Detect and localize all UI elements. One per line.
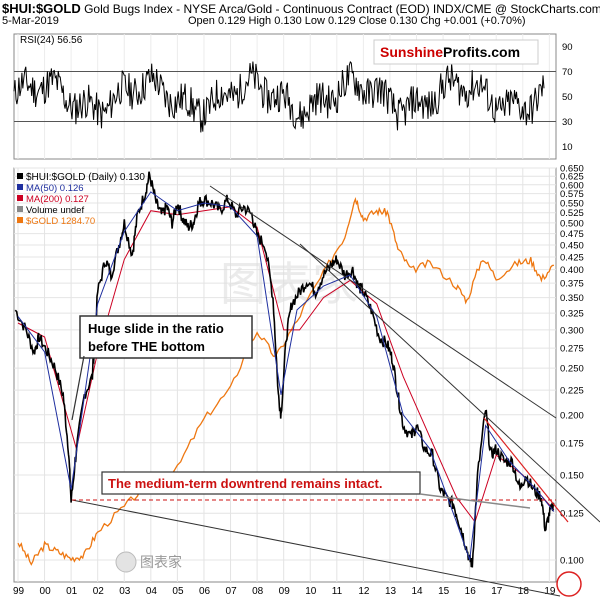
legend-ma200: MA(200) 0.127	[26, 194, 89, 205]
x-tick-label: 08	[252, 586, 264, 597]
ohlc-readout: Open 0.129 High 0.130 Low 0.129 Close 0.…	[188, 15, 526, 27]
x-tick-label: 19	[544, 586, 556, 597]
rsi-line	[13, 61, 545, 133]
y-tick-label: 0.275	[560, 344, 584, 355]
y-tick-label: 0.150	[560, 471, 584, 482]
rsi-tick-label: 30	[562, 117, 573, 128]
legend-symbol-swatch	[17, 173, 23, 179]
annotation-huge-slide-box	[79, 315, 253, 359]
annotation-downtrend: The medium-term downtrend remains intact…	[101, 471, 531, 509]
annotation-downtrend-text: The medium-term downtrend remains intact…	[108, 476, 383, 491]
chart-header: $HUI:$GOLD Gold Bugs Index - NYSE Arca/G…	[0, 0, 600, 30]
chart-legend: $HUI:$GOLD (Daily) 0.130 MA(50) 0.126 MA…	[17, 172, 145, 227]
y-tick-label: 0.600	[560, 180, 584, 191]
x-tick-label: 03	[119, 586, 131, 597]
y-tick-label: 0.325	[560, 309, 584, 320]
rsi-legend: RSI(24) 56.56	[20, 35, 83, 46]
y-tick-label: 0.575	[560, 189, 584, 200]
watermark-badge: 图表家	[115, 551, 182, 573]
x-axis-ticks: 99 00 01 02 03 04 05 06 07 08 09 10 11 12 13 14 15 16 17 18…	[13, 586, 556, 597]
y-axis-ticks: 0.6500.6250.6000.5750.5500.5250.5000.475…	[560, 164, 584, 567]
y-tick-label: 0.175	[560, 438, 584, 449]
annotation-huge-slide-line2: before THE bottom	[88, 339, 205, 354]
y-tick-label: 0.425	[560, 252, 584, 263]
legend-symbol: $HUI:$GOLD (Daily) 0.130	[26, 172, 145, 183]
brand-logo: SunshineProfits.com	[380, 44, 520, 60]
x-tick-label: 02	[93, 586, 105, 597]
x-tick-label: 15	[438, 586, 450, 597]
gold-series-line	[17, 197, 554, 566]
legend-ma50: MA(50) 0.126	[26, 183, 84, 194]
x-tick-label: 13	[385, 586, 397, 597]
x-tick-label: 16	[465, 586, 477, 597]
x-tick-label: 05	[172, 586, 184, 597]
trendline-middle	[299, 243, 600, 523]
brand-part2: Profits.com	[443, 44, 520, 60]
y-tick-label: 0.625	[560, 172, 584, 183]
trendline-lower	[71, 499, 561, 597]
x-tick-label: 11	[332, 586, 343, 597]
ma50-line	[17, 191, 555, 561]
y-tick-label: 0.250	[560, 364, 584, 375]
copyright: @ StockCharts.com	[494, 2, 600, 16]
highlight-circle	[556, 571, 582, 597]
x-tick-label: 07	[226, 586, 238, 597]
y-tick-label: 0.225	[560, 386, 584, 397]
chart-title: $HUI:$GOLD Gold Bugs Index - NYSE Arca/G…	[2, 1, 600, 16]
annotation-downtrend-pointer	[419, 493, 531, 509]
y-tick-label: 0.300	[560, 325, 584, 336]
price-grid	[14, 167, 556, 582]
x-tick-label: 01	[66, 586, 78, 597]
legend-volume: Volume undef	[26, 205, 84, 216]
x-tick-label: 18	[518, 586, 530, 597]
ma200-line	[17, 206, 555, 523]
y-tick-label: 0.350	[560, 293, 584, 304]
y-tick-label: 0.500	[560, 218, 584, 229]
legend-volume-swatch	[17, 206, 23, 212]
x-tick-label: 00	[40, 586, 52, 597]
legend-ma200-swatch	[17, 195, 23, 201]
x-tick-label: 14	[412, 586, 424, 597]
rsi-tick-label: 90	[562, 42, 573, 53]
x-tick-label: 17	[491, 586, 503, 597]
rsi-tick-label: 10	[562, 142, 573, 153]
x-tick-label: 06	[199, 586, 211, 597]
annotation-huge-slide-line1: Huge slide in the ratio	[88, 321, 224, 336]
x-tick-label: 12	[358, 586, 370, 597]
red-downtrend-line	[483, 417, 569, 523]
y-tick-label: 0.525	[560, 208, 584, 219]
brand-part1: Sunshine	[380, 44, 443, 60]
brand-badge	[373, 39, 539, 65]
x-tick-label: 09	[279, 586, 291, 597]
y-tick-label: 0.375	[560, 279, 584, 290]
y-tick-label: 0.125	[560, 509, 584, 520]
y-tick-label: 0.100	[560, 555, 584, 566]
rsi-tick-label: 50	[562, 92, 573, 103]
chart-date: 5-Mar-2019	[2, 15, 59, 27]
y-tick-label: 0.550	[560, 198, 584, 209]
y-tick-label: 0.400	[560, 265, 584, 276]
trendline-upper	[209, 185, 557, 419]
legend-gold: $GOLD 1284.70	[26, 216, 95, 227]
y-tick-label: 0.475	[560, 229, 584, 240]
chart-symbol: $HUI:$GOLD	[2, 1, 81, 16]
y-tick-label: 0.650	[560, 164, 584, 175]
annotation-huge-slide: Huge slide in the ratio before THE botto…	[71, 315, 253, 421]
annotation-downtrend-box	[101, 471, 421, 495]
rsi-ticks: 90 70 50 30 10	[562, 42, 573, 153]
y-tick-label: 0.450	[560, 240, 584, 251]
x-tick-label: 04	[146, 586, 158, 597]
rsi-tick-label: 70	[562, 67, 573, 78]
x-tick-label: 99	[13, 586, 25, 597]
watermark-badge-circle	[115, 551, 137, 573]
legend-ma50-swatch	[17, 184, 23, 190]
annotation-huge-slide-pointer	[71, 355, 85, 421]
watermark-badge-text: 图表家	[140, 554, 182, 570]
y-tick-label: 0.200	[560, 410, 584, 421]
x-tick-label: 10	[305, 586, 317, 597]
chart-description: Gold Bugs Index - NYSE Arca/Gold - Conti…	[84, 2, 492, 16]
legend-gold-swatch	[17, 217, 23, 223]
watermark: 图表家	[220, 258, 358, 310]
